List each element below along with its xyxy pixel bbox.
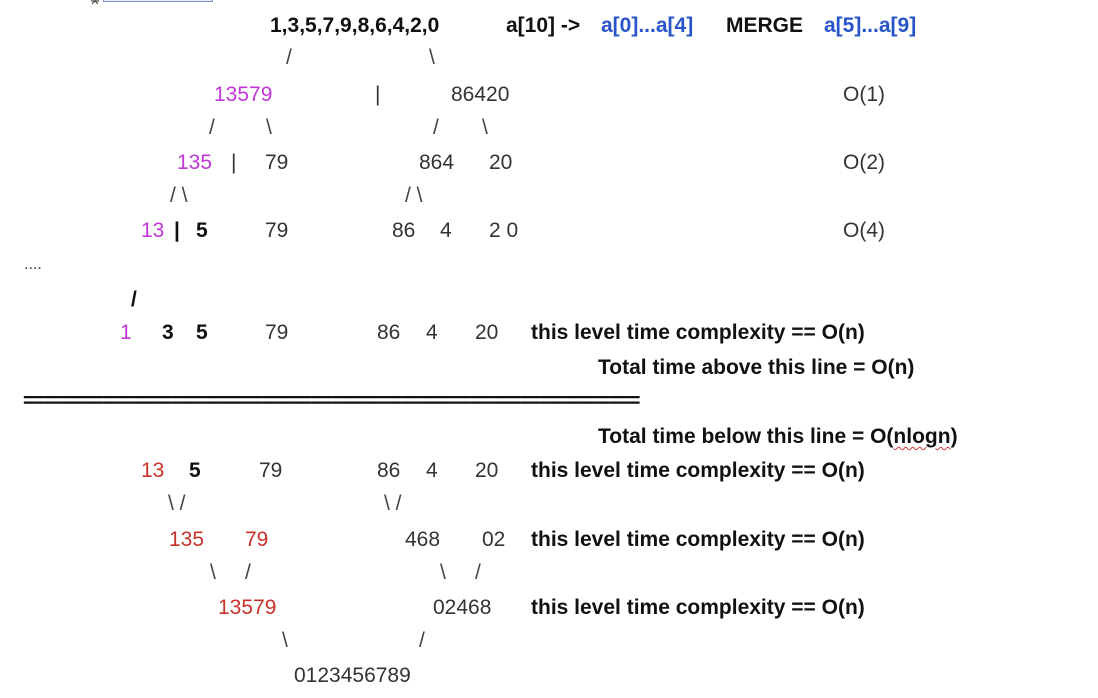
total-below-prefix: Total time below this line = O( xyxy=(598,425,894,448)
level-complexity-note: this level time complexity == O(n) xyxy=(531,321,865,344)
merge-connector: \ xyxy=(210,561,216,584)
merge-label: MERGE xyxy=(726,14,804,37)
split-connector: \ xyxy=(482,116,488,139)
text-cursor-icon xyxy=(91,0,99,5)
merge-level2-value: 468 xyxy=(405,528,441,551)
merge-connector: \ / xyxy=(168,492,186,515)
split-divider-bar: | xyxy=(174,219,180,242)
total-below-suffix: ) xyxy=(950,425,958,448)
split-level3-group: 5 xyxy=(196,219,208,242)
merge-level1-value: 86 xyxy=(377,459,401,482)
merge-level1-value: 4 xyxy=(426,459,438,482)
split-level3-group: 2 0 xyxy=(489,219,519,242)
merge-level1-value: 20 xyxy=(475,459,499,482)
nlogn-term: nlogn xyxy=(893,425,951,448)
merge-connector: / xyxy=(245,561,251,584)
split-level3-group: 86 xyxy=(392,219,416,242)
divider-line: ========================================… xyxy=(23,390,640,412)
leaf-value: 20 xyxy=(475,321,499,344)
split-connector: / xyxy=(131,288,137,311)
leaf-value: 86 xyxy=(377,321,401,344)
level-complexity-note: this level time complexity == O(n) xyxy=(531,528,865,551)
split-connector: / xyxy=(209,116,215,139)
leaf-value: 3 xyxy=(162,321,174,344)
merge-connector: / xyxy=(419,629,425,652)
merge-level3-value: 13579 xyxy=(218,596,277,619)
total-above-line: Total time above this line = O(n) xyxy=(598,356,915,379)
sorted-result: 0123456789 xyxy=(294,664,411,687)
leaf-value: 4 xyxy=(426,321,438,344)
merge-level2-value: 135 xyxy=(169,528,205,551)
merge-connector: \ xyxy=(282,629,288,652)
merge-level1-value: 79 xyxy=(259,459,283,482)
split-level2-group: 135 xyxy=(177,151,213,174)
merge-level3-value: 02468 xyxy=(433,596,492,619)
split-level3-group: 79 xyxy=(265,219,289,242)
cutoff-top-text xyxy=(0,0,215,5)
merge-connector: \ / xyxy=(384,492,402,515)
ellipsis: .... xyxy=(24,256,42,273)
level-cost-label: O(4) xyxy=(843,219,885,242)
split-connector: \ xyxy=(429,46,435,69)
leaf-value: 1 xyxy=(120,321,132,344)
cutoff-selection-box xyxy=(103,0,213,2)
total-below-line: Total time below this line = O(nlogn) xyxy=(598,426,958,447)
split-level1-left: 13579 xyxy=(214,83,273,106)
split-level2-group: 79 xyxy=(265,151,289,174)
split-connector: / xyxy=(433,116,439,139)
merge-level1-value: 5 xyxy=(189,459,201,482)
level-complexity-note: this level time complexity == O(n) xyxy=(531,596,865,619)
merge-connector: \ xyxy=(440,561,446,584)
level-cost-label: O(2) xyxy=(843,151,885,174)
split-level2-group: 864 xyxy=(419,151,455,174)
second-half-range: a[5]...a[9] xyxy=(824,14,917,37)
leaf-value: 5 xyxy=(196,321,208,344)
split-level2-group: 20 xyxy=(489,151,513,174)
split-divider-bar: | xyxy=(231,151,237,174)
split-connector: / \ xyxy=(405,184,423,207)
first-half-range: a[0]...a[4] xyxy=(601,14,694,37)
array-label: a[10] -> xyxy=(506,14,581,37)
split-connector: / xyxy=(286,46,292,69)
level-cost-label: O(1) xyxy=(843,83,885,106)
input-sequence: 1,3,5,7,9,8,6,4,2,0 xyxy=(270,14,440,37)
merge-connector: / xyxy=(475,561,481,584)
merge-level1-value: 13 xyxy=(141,459,165,482)
split-level3-group: 13 xyxy=(141,219,165,242)
split-connector: \ xyxy=(266,116,272,139)
split-divider-bar: | xyxy=(375,83,381,106)
merge-level2-value: 79 xyxy=(245,528,269,551)
level-complexity-note: this level time complexity == O(n) xyxy=(531,459,865,482)
split-level1-right: 86420 xyxy=(451,83,510,106)
merge-level2-value: 02 xyxy=(482,528,506,551)
leaf-value: 79 xyxy=(265,321,289,344)
split-connector: / \ xyxy=(170,184,188,207)
split-level3-group: 4 xyxy=(440,219,452,242)
